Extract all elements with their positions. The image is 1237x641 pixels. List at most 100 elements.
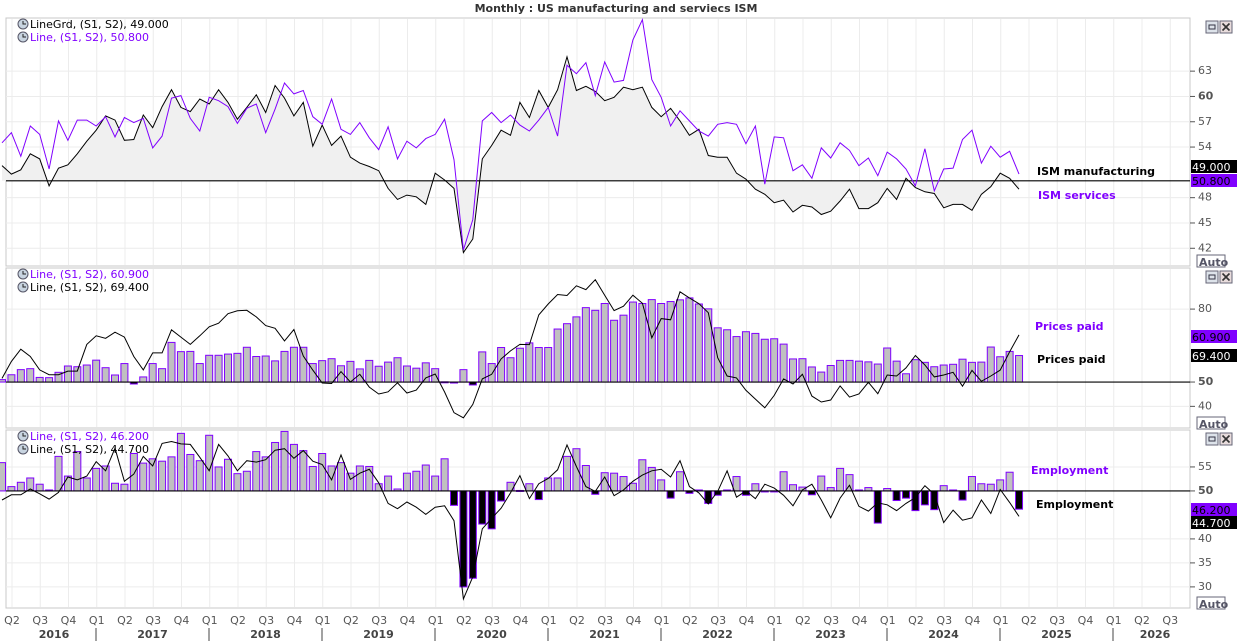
bar bbox=[82, 477, 91, 492]
bar bbox=[902, 373, 911, 383]
bar bbox=[610, 319, 619, 383]
bar bbox=[760, 338, 769, 383]
minimize-button[interactable] bbox=[1205, 432, 1219, 446]
bar bbox=[817, 371, 826, 383]
bar bbox=[0, 379, 6, 383]
bar bbox=[374, 365, 383, 383]
bar bbox=[148, 363, 157, 383]
x-tick-year: 2022 bbox=[702, 628, 733, 641]
x-tick-quarter: Q1 bbox=[428, 614, 444, 627]
bar bbox=[478, 490, 487, 525]
bar bbox=[873, 363, 882, 383]
x-tick-quarter: Q3 bbox=[823, 614, 839, 627]
x-tick-quarter: Q4 bbox=[965, 614, 981, 627]
bar bbox=[111, 482, 120, 492]
close-button[interactable] bbox=[1219, 20, 1233, 34]
bar bbox=[817, 475, 826, 492]
bar bbox=[289, 346, 298, 383]
bar bbox=[892, 490, 901, 502]
x-tick-quarter: Q1 bbox=[202, 614, 218, 627]
bar bbox=[892, 360, 901, 383]
bar bbox=[431, 475, 440, 492]
bar bbox=[789, 358, 798, 383]
bar bbox=[628, 482, 637, 492]
auto-button-label: Auto bbox=[1199, 418, 1229, 431]
bar bbox=[0, 462, 6, 492]
x-tick-quarter: Q2 bbox=[230, 614, 246, 627]
x-tick-year: 2020 bbox=[476, 628, 507, 641]
bar bbox=[563, 323, 572, 383]
bar bbox=[581, 307, 590, 383]
bar bbox=[129, 453, 138, 492]
bar bbox=[176, 432, 185, 492]
minimize-glyph bbox=[1208, 24, 1216, 30]
auto-scale-button[interactable]: Auto bbox=[1196, 254, 1229, 269]
bar bbox=[176, 351, 185, 383]
x-tick-quarter: Q2 bbox=[795, 614, 811, 627]
bar bbox=[958, 490, 967, 501]
x-tick-quarter: Q4 bbox=[287, 614, 303, 627]
bar bbox=[299, 450, 308, 492]
window-minimize-icon bbox=[1205, 20, 1219, 34]
window-minimize-icon bbox=[1205, 270, 1219, 284]
x-tick-quarter: Q4 bbox=[1078, 614, 1094, 627]
bar bbox=[704, 308, 713, 383]
bar bbox=[732, 336, 741, 383]
legend-entry: Line, (S1, S2), 44.700 bbox=[30, 443, 149, 456]
x-tick-quarter: Q1 bbox=[89, 614, 105, 627]
bar bbox=[836, 467, 845, 492]
bar bbox=[619, 476, 628, 492]
x-tick-quarter: Q2 bbox=[569, 614, 585, 627]
series-line bbox=[1, 18, 1020, 251]
bar bbox=[412, 470, 421, 492]
x-tick-year: 2026 bbox=[1140, 628, 1171, 641]
last-value-badge bbox=[1191, 503, 1237, 516]
bar bbox=[911, 359, 920, 383]
bar bbox=[789, 484, 798, 492]
bar bbox=[459, 490, 468, 588]
bar bbox=[421, 362, 430, 383]
bar bbox=[224, 458, 233, 492]
auto-scale-button[interactable]: Auto bbox=[1196, 596, 1229, 611]
bar bbox=[337, 462, 346, 492]
y-tick-label: 35 bbox=[1198, 556, 1212, 569]
auto-scale-button[interactable]: Auto bbox=[1196, 416, 1229, 431]
x-tick-year: 2023 bbox=[815, 628, 846, 641]
bar bbox=[440, 458, 449, 492]
legend-entry: Line, (S1, S2), 50.800 bbox=[30, 31, 149, 44]
bar bbox=[807, 366, 816, 383]
bar bbox=[553, 328, 562, 383]
close-button[interactable] bbox=[1219, 432, 1233, 446]
x-tick-quarter: Q4 bbox=[61, 614, 77, 627]
x-axis: Q2 Q3 Q4 Q1 Q2 Q3 Q4 Q1 Q2 Q3 Q4 Q1 Q2 Q3 Q4 Q1 Q2 Q3 Q4 Q1… bbox=[4, 614, 1178, 641]
clock-hand-icon bbox=[22, 433, 26, 437]
bar bbox=[873, 490, 882, 524]
clock-hand-icon bbox=[22, 271, 26, 275]
bar bbox=[751, 483, 760, 492]
bar bbox=[883, 347, 892, 383]
series-label: ISM services bbox=[1038, 189, 1116, 202]
minimize-button[interactable] bbox=[1205, 270, 1219, 284]
x-tick-quarter: Q2 bbox=[4, 614, 20, 627]
x-tick-quarter: Q3 bbox=[710, 614, 726, 627]
minimize-button[interactable] bbox=[1205, 20, 1219, 34]
bar bbox=[685, 297, 694, 383]
x-tick-quarter: Q4 bbox=[513, 614, 529, 627]
bar bbox=[676, 471, 685, 492]
clock-hand-icon bbox=[22, 34, 26, 38]
y-tick-label: 30 bbox=[1198, 580, 1212, 593]
bar bbox=[525, 342, 534, 383]
minimize-glyph bbox=[1208, 274, 1216, 280]
close-button[interactable] bbox=[1219, 270, 1233, 284]
bar bbox=[572, 448, 581, 492]
bar bbox=[63, 365, 72, 383]
bar bbox=[261, 355, 270, 383]
bar bbox=[515, 347, 524, 383]
x-tick-quarter: Q3 bbox=[1162, 614, 1178, 627]
bar bbox=[563, 455, 572, 492]
bar bbox=[854, 360, 863, 383]
x-tick-quarter: Q1 bbox=[993, 614, 1009, 627]
bar bbox=[939, 485, 948, 492]
